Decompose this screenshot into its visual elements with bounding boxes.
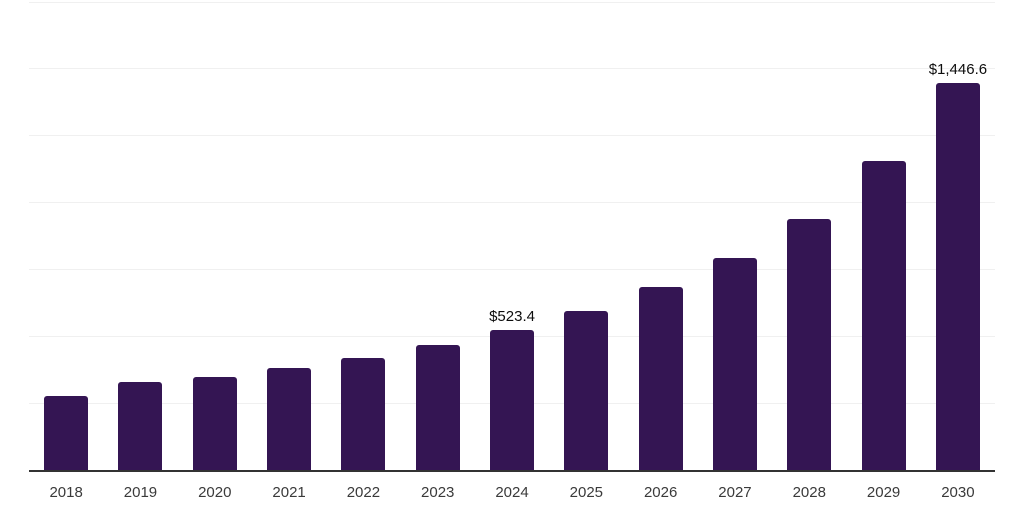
- plot-area: $523.4 $1,446.6: [29, 1, 995, 472]
- x-tick-label-2023: 2023: [421, 484, 455, 501]
- bar-column-2023: [401, 2, 475, 470]
- x-tick-label-2028: 2028: [792, 484, 826, 501]
- bar-column-2022: [326, 2, 400, 470]
- bar-2025[interactable]: [564, 311, 609, 470]
- gridline: [29, 1, 995, 3]
- gridline: [29, 202, 995, 204]
- bars-row: $523.4 $1,446.6: [29, 2, 995, 470]
- bar-2024[interactable]: [490, 330, 535, 470]
- bar-2020[interactable]: [192, 376, 237, 470]
- bar-column-2029: [846, 2, 920, 470]
- bar-2022[interactable]: [341, 357, 386, 470]
- bar-2030[interactable]: [935, 83, 980, 470]
- x-tick-label-2019: 2019: [123, 484, 158, 501]
- bar-column-2025: [549, 2, 623, 470]
- bar-column-2021: [252, 2, 326, 470]
- bar-column-2027: [698, 2, 772, 470]
- x-axis: 2018 2019 2020 2021 2022 2023 2024 2025 2026 2027…: [29, 472, 995, 512]
- x-tick-label-2026: 2026: [643, 484, 678, 501]
- x-tick-label-2027: 2027: [718, 484, 752, 501]
- bar-2018[interactable]: [44, 395, 89, 470]
- bar-value-label-2030: $1,446.6: [928, 60, 988, 78]
- x-tick-label-2021: 2021: [272, 484, 306, 501]
- bar-2019[interactable]: [118, 382, 163, 470]
- x-tick-label-2020: 2020: [198, 484, 232, 501]
- bar-2026[interactable]: [638, 286, 683, 470]
- bar-2023[interactable]: [415, 345, 460, 470]
- bar-2028[interactable]: [787, 219, 832, 470]
- gridline: [29, 68, 995, 70]
- bar-2021[interactable]: [267, 368, 312, 470]
- x-tick-label-2030: 2030: [941, 484, 975, 501]
- x-tick-label-2024: 2024: [495, 484, 529, 501]
- bar-column-2024: $523.4: [475, 2, 549, 470]
- gridline: [29, 268, 995, 270]
- x-tick-label-2029: 2029: [866, 484, 901, 501]
- bar-column-2030: $1,446.6: [921, 2, 995, 470]
- bar-column-2026: [624, 2, 698, 470]
- bar-value-label-2024: $523.4: [489, 307, 535, 325]
- x-tick-label-2018: 2018: [49, 484, 83, 501]
- bar-column-2028: [772, 2, 846, 470]
- gridline: [29, 135, 995, 137]
- x-tick-label-2025: 2025: [569, 484, 604, 501]
- bar-column-2018: [29, 2, 103, 470]
- bar-2027[interactable]: [712, 258, 757, 470]
- bar-column-2020: [178, 2, 252, 470]
- bar-2029[interactable]: [861, 161, 906, 470]
- bar-column-2019: [103, 2, 177, 470]
- x-tick-label-2022: 2022: [346, 484, 381, 501]
